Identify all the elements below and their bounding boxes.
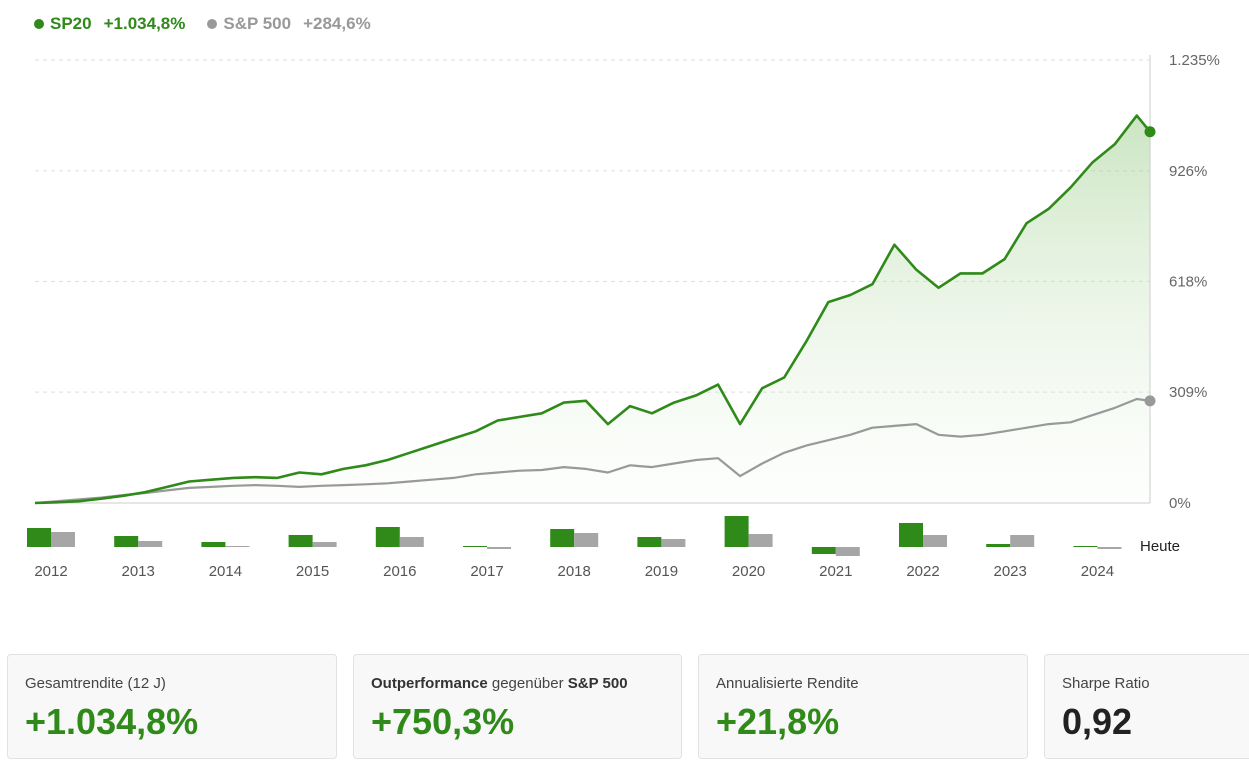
y-tick-label: 1.235% (1169, 52, 1220, 69)
x-tick-label: 2012 (34, 563, 67, 580)
card-total-return-value: +1.034,8% (25, 701, 199, 742)
series-line-sp20 (34, 114, 1152, 505)
card-outperformance-label-mid: gegenüber (487, 675, 568, 692)
stats-cards: Gesamtrendite (12 J) +1.034,8% Outperfor… (7, 654, 1249, 761)
x-tick-label: 2022 (906, 563, 939, 580)
x-tick-label: 2020 (732, 563, 765, 580)
series-line-sp500 (34, 397, 1151, 505)
year-bar-sp20 (27, 528, 51, 547)
card-annualized-return: Annualisierte Rendite +21,8% (698, 654, 1028, 759)
year-bar-sp500 (748, 534, 773, 547)
year-bar-sp20 (375, 527, 400, 547)
year-bar-sp500 (138, 541, 163, 547)
x-end-label: Heute (1140, 538, 1180, 555)
legend-name-sp500: S&P 500 (223, 14, 292, 33)
legend-item-sp20[interactable]: SP20 +1.034,8% (34, 14, 185, 34)
card-outperformance-value: +750,3% (371, 701, 515, 742)
y-tick-label: 618% (1169, 273, 1207, 290)
legend-value-sp20: +1.034,8% (103, 14, 186, 33)
year-bar-sp20 (463, 546, 487, 547)
x-tick-label: 2021 (819, 563, 852, 580)
year-bar-sp20 (724, 516, 749, 547)
year-bar-sp20 (201, 542, 226, 547)
year-bar-sp500 (225, 546, 250, 547)
series-end-point-sp500 (1144, 395, 1156, 407)
year-bar-sp500 (51, 532, 75, 547)
x-tick-label: 2017 (470, 563, 503, 580)
card-outperformance-label-bold: Outperformance (371, 675, 488, 692)
x-tick-label: 2019 (645, 563, 678, 580)
legend-dot-sp20 (34, 19, 44, 29)
card-total-return-label: Gesamtrendite (12 J) (25, 675, 166, 692)
year-bar-sp20 (550, 529, 575, 547)
y-tick-label: 309% (1169, 384, 1207, 401)
series-end-point-sp20 (1144, 126, 1156, 138)
legend-name-sp20: SP20 (50, 14, 92, 33)
year-bar-sp500 (399, 537, 424, 547)
year-bar-sp20 (288, 535, 313, 547)
x-tick-label: 2014 (209, 563, 242, 580)
performance-chart[interactable]: 1.235% 926% 618% 309% 0% 2012 2013 2014 2015 2016… (0, 0, 1249, 600)
x-tick-label: 2013 (122, 563, 155, 580)
legend-item-sp500[interactable]: S&P 500 +284,6% (207, 14, 371, 34)
card-sharpe-ratio-value: 0,92 (1062, 701, 1133, 742)
card-sharpe-ratio: Sharpe Ratio 0,92 (1044, 654, 1249, 759)
year-bar-sp500 (923, 535, 947, 547)
year-bar-sp500 (835, 547, 860, 556)
card-outperformance-label: Outperformance gegenüber S&P 500 (371, 675, 628, 692)
card-total-return: Gesamtrendite (12 J) +1.034,8% (7, 654, 337, 759)
year-bar-sp20 (811, 547, 836, 554)
x-tick-label: 2016 (383, 563, 416, 580)
year-bar-sp20 (986, 544, 1011, 547)
legend-dot-sp500 (207, 19, 218, 29)
y-tick-label: 926% (1169, 163, 1207, 180)
year-bar-sp500 (661, 539, 686, 547)
chart-legend: SP20 +1.034,8% S&P 500 +284,6% (34, 14, 393, 34)
card-annualized-return-value: +21,8% (716, 701, 840, 742)
x-tick-label: 2023 (994, 563, 1027, 580)
card-annualized-return-label: Annualisierte Rendite (716, 675, 859, 692)
year-bar-sp500 (312, 542, 337, 547)
year-bar-sp20 (899, 523, 923, 547)
x-tick-label: 2018 (558, 563, 591, 580)
year-bar-sp20 (1073, 546, 1098, 547)
year-bar-sp500 (487, 547, 511, 549)
x-tick-label: 2024 (1081, 563, 1114, 580)
card-outperformance-label-benchmark: S&P 500 (567, 675, 628, 692)
legend-value-sp500: +284,6% (303, 14, 371, 33)
series-area-0 (35, 115, 1150, 503)
year-bar-sp500 (1097, 547, 1122, 549)
x-tick-label: 2015 (296, 563, 329, 580)
year-bar-sp20 (637, 537, 662, 547)
year-bar-sp500 (574, 533, 599, 547)
card-outperformance: Outperformance gegenüber S&P 500 +750,3% (353, 654, 682, 759)
year-bar-sp500 (1010, 535, 1035, 547)
year-bar-sp20 (114, 536, 139, 547)
y-tick-label: 0% (1169, 495, 1191, 512)
card-sharpe-ratio-label: Sharpe Ratio (1062, 675, 1150, 692)
